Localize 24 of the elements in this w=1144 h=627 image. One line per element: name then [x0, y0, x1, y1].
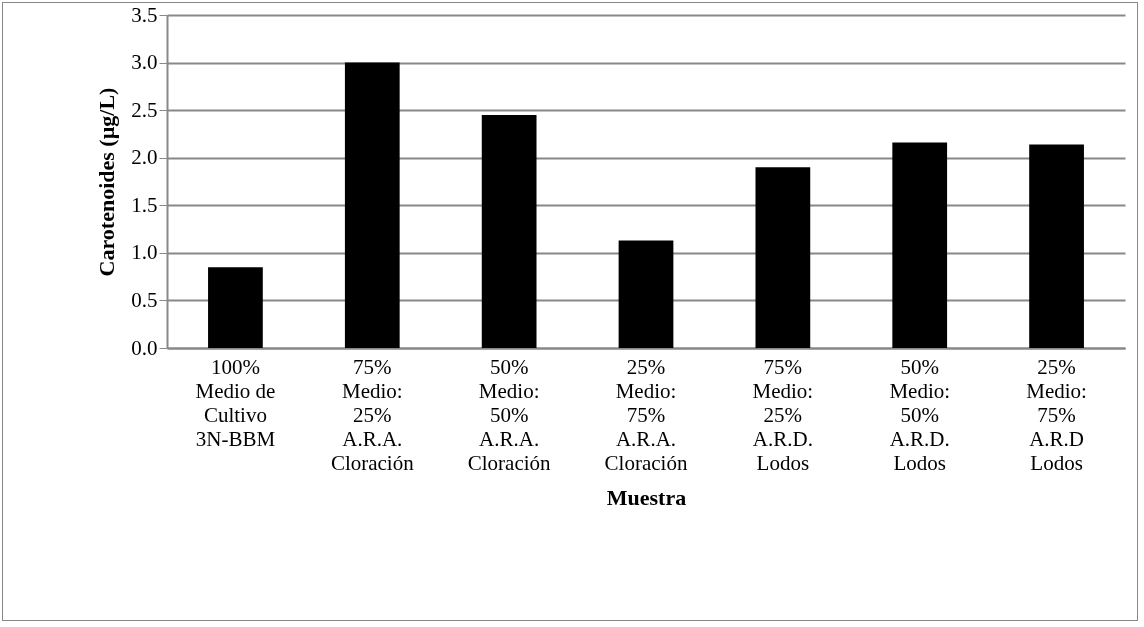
- y-tick-label: 2.5: [131, 97, 158, 122]
- x-tick-label: 75% Medio: 25% A.R.A. Cloración: [330, 354, 415, 475]
- y-tick-label: 1.5: [131, 192, 158, 217]
- y-tick-label: 1.0: [131, 240, 158, 265]
- x-tick-label: 50% Medio: 50% A.R.D. Lodos: [889, 354, 951, 475]
- bar: [481, 114, 537, 348]
- x-axis-title: Muestra: [606, 484, 687, 510]
- bar: [344, 62, 400, 348]
- x-tick-label: 50% Medio: 50% A.R.A. Cloración: [467, 354, 552, 475]
- x-tick-label: 75% Medio: 25% A.R.D. Lodos: [752, 354, 814, 475]
- y-tick-label: 2.0: [131, 145, 158, 170]
- y-tick-label: 3.5: [131, 2, 158, 27]
- bar: [1029, 144, 1084, 348]
- y-tick-label: 0.5: [131, 287, 158, 312]
- bar: [208, 267, 263, 348]
- bar: [618, 240, 674, 348]
- y-tick-label: 0.0: [131, 335, 158, 360]
- bar: [892, 142, 948, 348]
- y-tick-label: 3.0: [131, 50, 158, 75]
- y-axis-title: Carotenoides (µg/L): [94, 87, 120, 277]
- x-tick-label: 25% Medio: 75% A.R.A. Cloración: [604, 354, 688, 475]
- x-tick-label: 100% Medio de Cultivo 3N-BBM: [195, 354, 276, 451]
- x-tick-label: 25% Medio: 75% A.R.D Lodos: [1026, 354, 1087, 475]
- bar: [755, 167, 811, 348]
